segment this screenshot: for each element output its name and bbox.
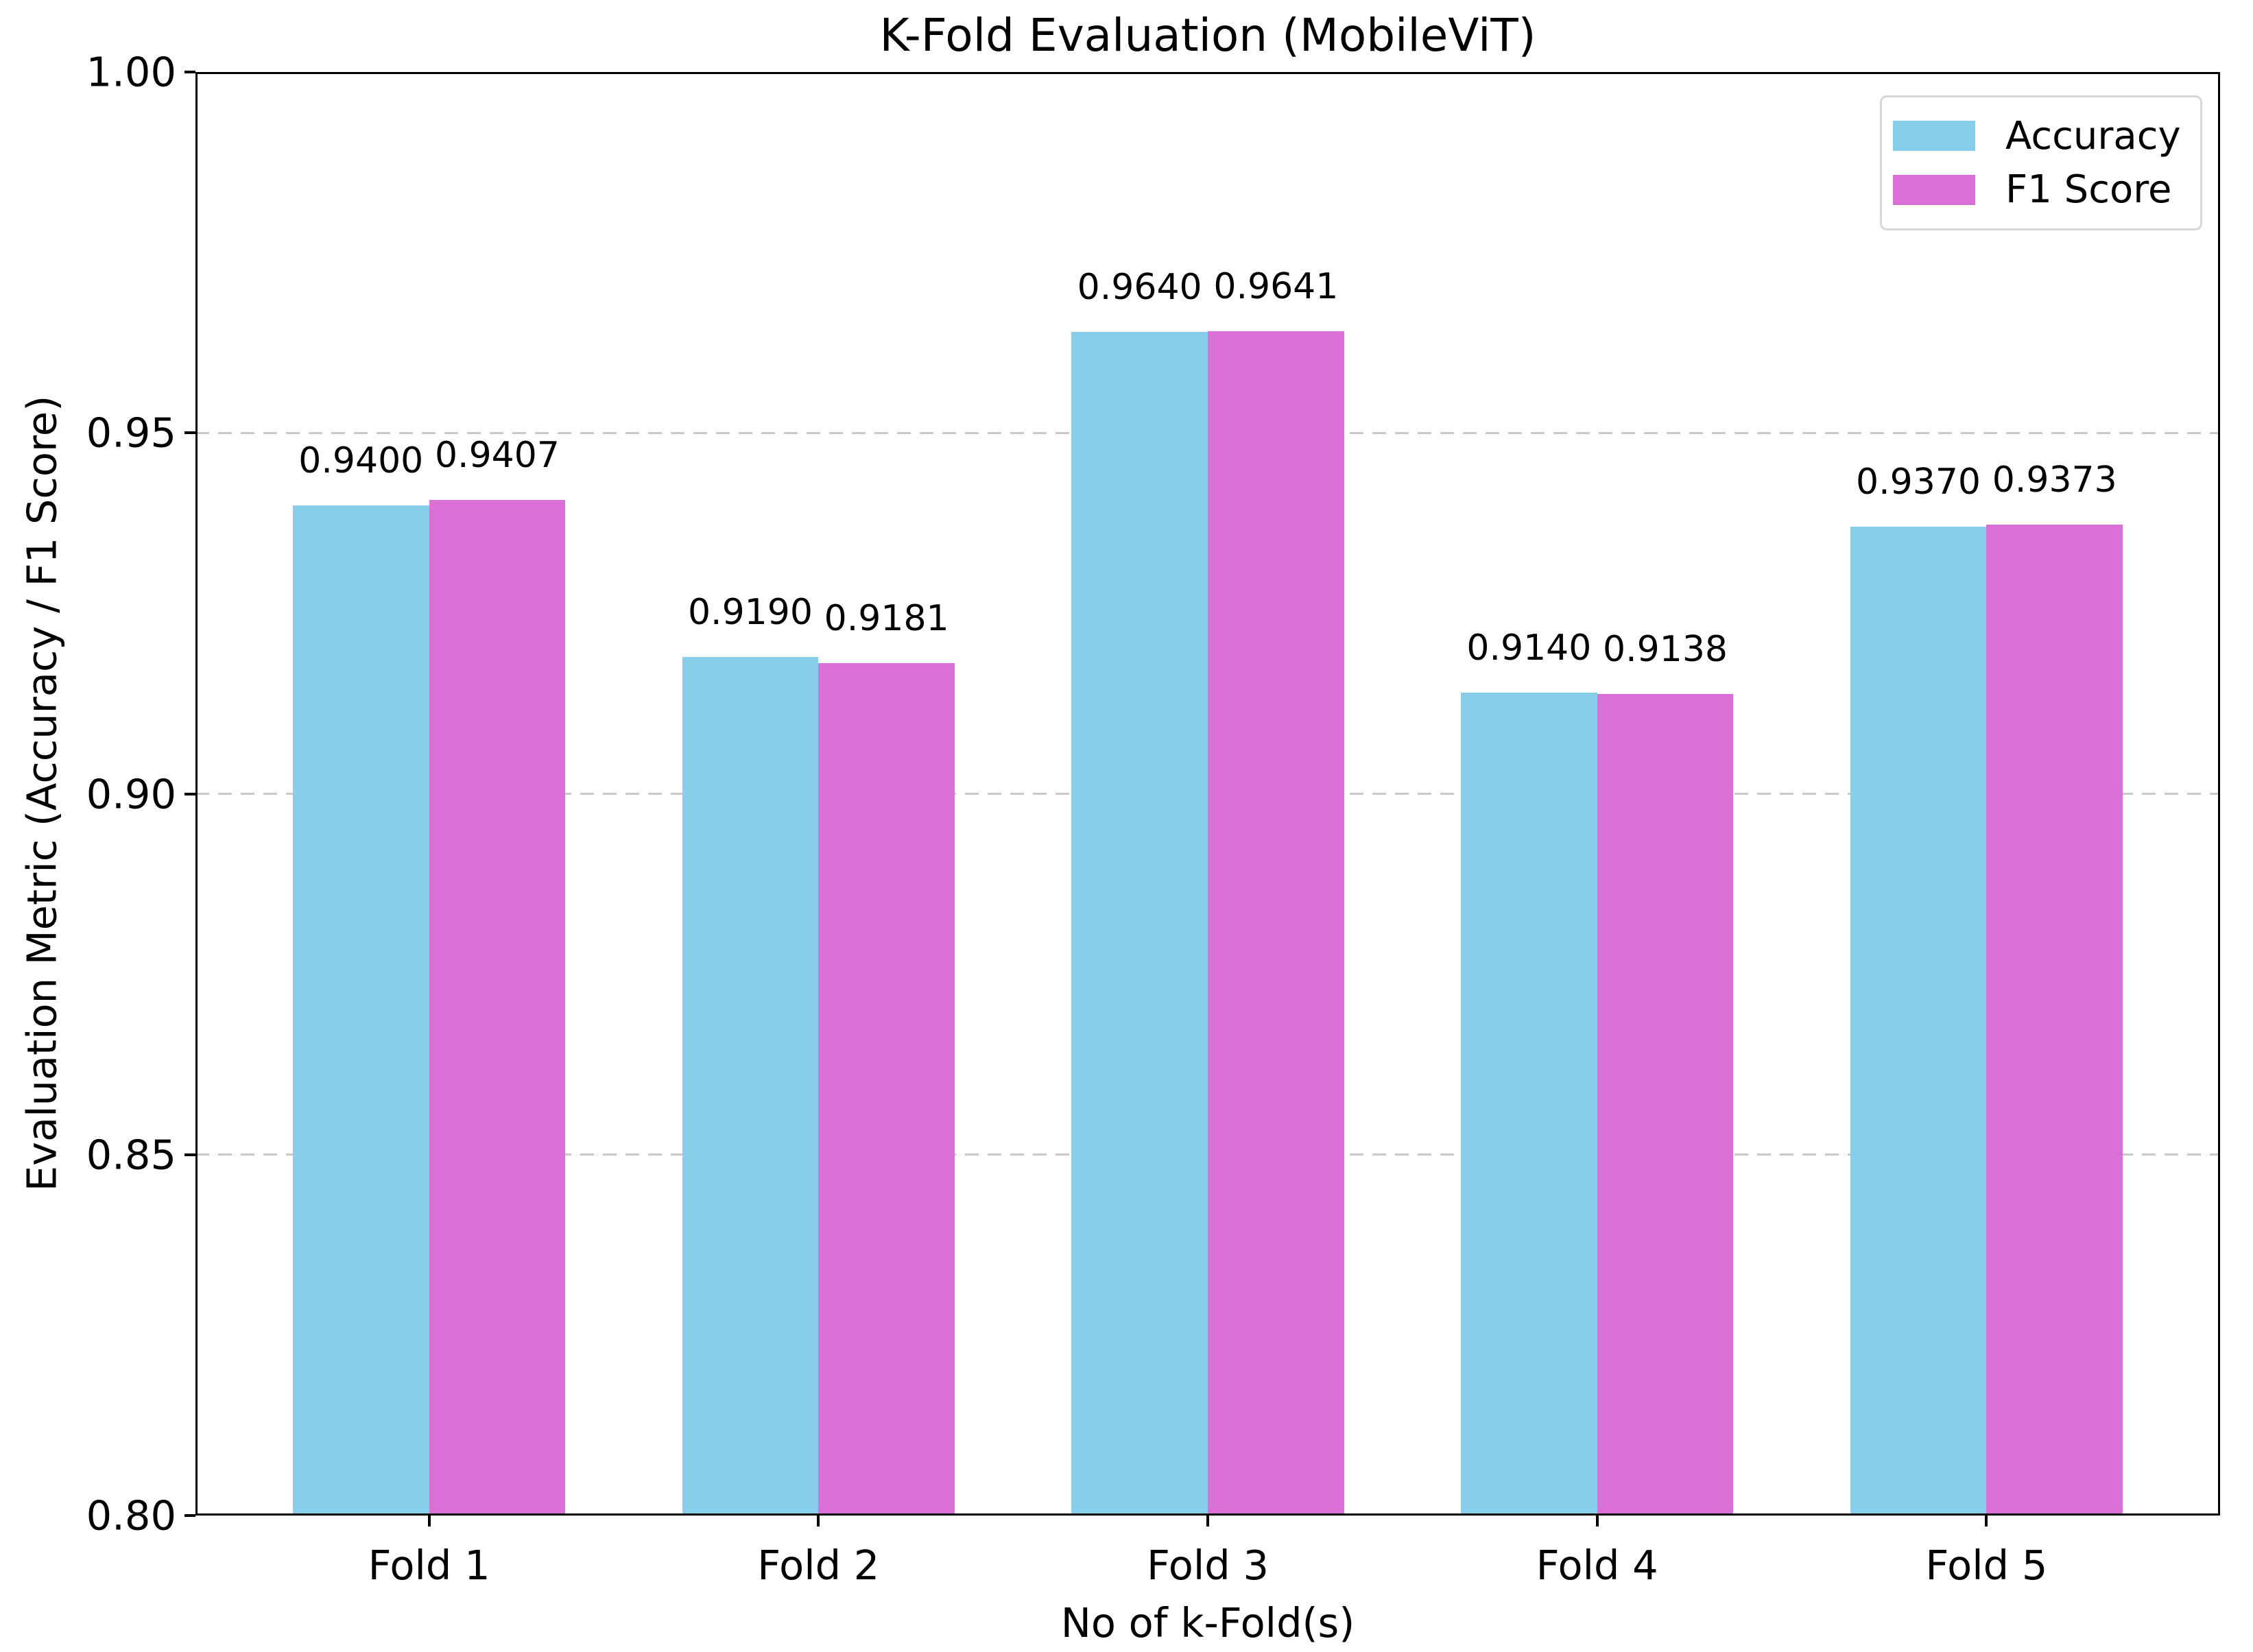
bar-f1-score-fold-5 — [1986, 524, 2123, 1516]
x-tick-mark-3 — [1206, 1516, 1209, 1527]
y-tick-mark-0.85 — [184, 1153, 195, 1156]
bar-accuracy-fold-1 — [292, 505, 429, 1516]
value-label-f1-score-fold-2: 0.9181 — [824, 597, 949, 639]
value-label-f1-score-fold-3: 0.9641 — [1213, 265, 1339, 307]
value-label-f1-score-fold-1: 0.9407 — [434, 435, 560, 477]
value-label-f1-score-fold-4: 0.9138 — [1603, 629, 1728, 671]
bar-accuracy-fold-3 — [1071, 331, 1208, 1516]
legend-entry-accuracy: Accuracy — [1893, 114, 2186, 158]
legend-label-f1-score: F1 Score — [2005, 167, 2172, 213]
legend-label-accuracy: Accuracy — [2005, 113, 2181, 158]
legend: Accuracy F1 Score — [1880, 95, 2202, 230]
y-tick-mark-1.00 — [184, 71, 195, 73]
x-tick-label-3: Fold 3 — [1146, 1542, 1269, 1589]
y-tick-mark-0.80 — [184, 1514, 195, 1517]
x-tick-mark-4 — [1595, 1516, 1599, 1527]
y-tick-label-1.00: 1.00 — [86, 48, 176, 96]
value-label-accuracy-fold-2: 0.9190 — [687, 591, 813, 633]
y-axis-label: Evaluation Metric (Accuracy / F1 Score) — [18, 395, 66, 1192]
legend-entry-f1-score: F1 Score — [1893, 167, 2186, 212]
chart-title: K-Fold Evaluation (MobileViT) — [879, 9, 1536, 62]
x-tick-mark-2 — [817, 1516, 820, 1527]
x-tick-mark-5 — [1985, 1516, 1988, 1527]
bar-accuracy-fold-2 — [682, 656, 819, 1516]
y-tick-label-0.95: 0.95 — [86, 409, 176, 457]
legend-swatch-f1-score — [1893, 174, 1975, 205]
value-label-accuracy-fold-4: 0.9140 — [1466, 627, 1592, 669]
value-label-accuracy-fold-3: 0.9640 — [1077, 266, 1202, 308]
bar-f1-score-fold-3 — [1208, 331, 1344, 1516]
y-tick-mark-0.90 — [184, 792, 195, 795]
bar-f1-score-fold-1 — [429, 500, 566, 1516]
value-label-accuracy-fold-5: 0.9370 — [1856, 462, 1981, 503]
y-tick-label-0.90: 0.90 — [86, 770, 176, 817]
y-tick-label-0.80: 0.80 — [86, 1492, 176, 1540]
x-tick-label-2: Fold 2 — [757, 1542, 880, 1589]
bar-accuracy-fold-4 — [1461, 693, 1597, 1516]
x-axis-label: No of k-Fold(s) — [1060, 1599, 1355, 1647]
bar-f1-score-fold-2 — [818, 662, 955, 1516]
x-tick-label-4: Fold 4 — [1536, 1542, 1658, 1589]
value-label-accuracy-fold-1: 0.9400 — [298, 440, 424, 481]
x-tick-label-5: Fold 5 — [1925, 1542, 2048, 1589]
x-tick-mark-1 — [427, 1516, 431, 1527]
y-tick-mark-0.95 — [184, 431, 195, 435]
value-label-f1-score-fold-5: 0.9373 — [1992, 459, 2117, 501]
y-tick-label-0.85: 0.85 — [86, 1131, 176, 1179]
legend-swatch-accuracy — [1893, 121, 1975, 152]
x-tick-label-1: Fold 1 — [368, 1542, 490, 1589]
bar-f1-score-fold-4 — [1597, 694, 1734, 1516]
bar-accuracy-fold-5 — [1850, 527, 1987, 1516]
